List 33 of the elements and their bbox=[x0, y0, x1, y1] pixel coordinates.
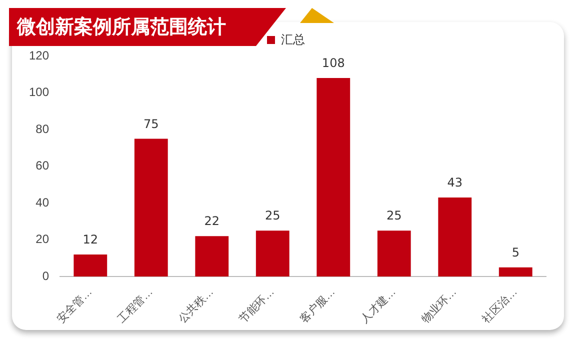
y-tick-label: 60 bbox=[36, 158, 50, 173]
bar bbox=[316, 78, 350, 277]
x-tick-label: 物业环… bbox=[418, 285, 460, 326]
x-tick-label: 安全管… bbox=[54, 285, 95, 326]
data-label: 25 bbox=[386, 208, 402, 223]
x-tick-label: 人才建… bbox=[358, 285, 398, 326]
x-tick-label: 客户服… bbox=[297, 285, 338, 326]
data-label: 5 bbox=[512, 245, 520, 260]
x-tick-label: 工程管… bbox=[116, 286, 156, 326]
legend-label: 汇总 bbox=[281, 32, 305, 46]
data-label: 25 bbox=[264, 208, 280, 223]
y-tick-label: 100 bbox=[28, 85, 50, 100]
y-tick-label: 20 bbox=[36, 232, 50, 246]
bar bbox=[377, 230, 411, 277]
bar bbox=[256, 230, 290, 277]
y-tick-label: 120 bbox=[28, 48, 50, 62]
bar bbox=[195, 236, 229, 277]
bar bbox=[74, 254, 108, 277]
bar bbox=[498, 267, 532, 277]
data-label: 22 bbox=[204, 214, 220, 228]
chart-title: 微创新案例所属范围统计 bbox=[17, 16, 226, 38]
y-tick-label: 40 bbox=[36, 195, 50, 210]
data-label: 75 bbox=[144, 116, 159, 131]
data-label: 12 bbox=[82, 232, 98, 247]
y-tick-label: 80 bbox=[36, 122, 50, 136]
x-tick-label: 节能环… bbox=[236, 285, 277, 326]
x-tick-label: 社区治… bbox=[480, 285, 520, 326]
data-label: 43 bbox=[447, 176, 463, 190]
data-label: 108 bbox=[322, 56, 345, 70]
y-tick-label: 0 bbox=[42, 268, 50, 283]
x-tick-label: 公共秩… bbox=[176, 285, 216, 326]
bar bbox=[134, 138, 168, 277]
bar bbox=[438, 198, 472, 277]
